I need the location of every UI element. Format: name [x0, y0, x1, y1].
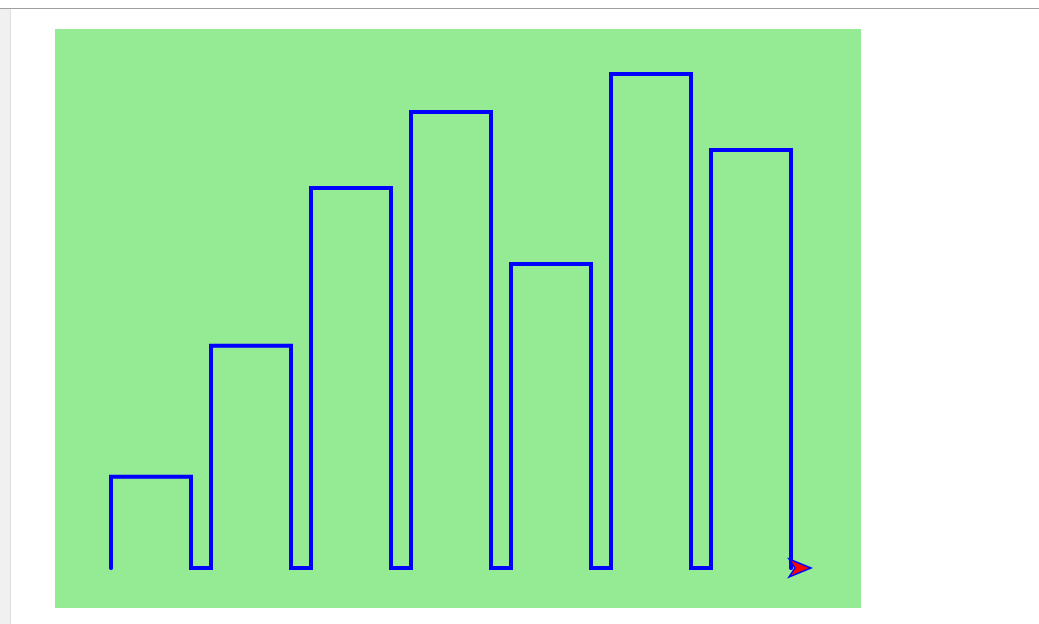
- turtle-canvas: [55, 29, 861, 608]
- canvas-background: [55, 29, 861, 608]
- arrow-turtle-icon: [787, 557, 813, 579]
- left-scroll-gutter: [0, 9, 11, 624]
- top-divider: [0, 8, 1039, 9]
- turtle-drawing: [55, 29, 861, 608]
- bars-layer: [109, 72, 793, 570]
- pen-trail: [109, 72, 793, 570]
